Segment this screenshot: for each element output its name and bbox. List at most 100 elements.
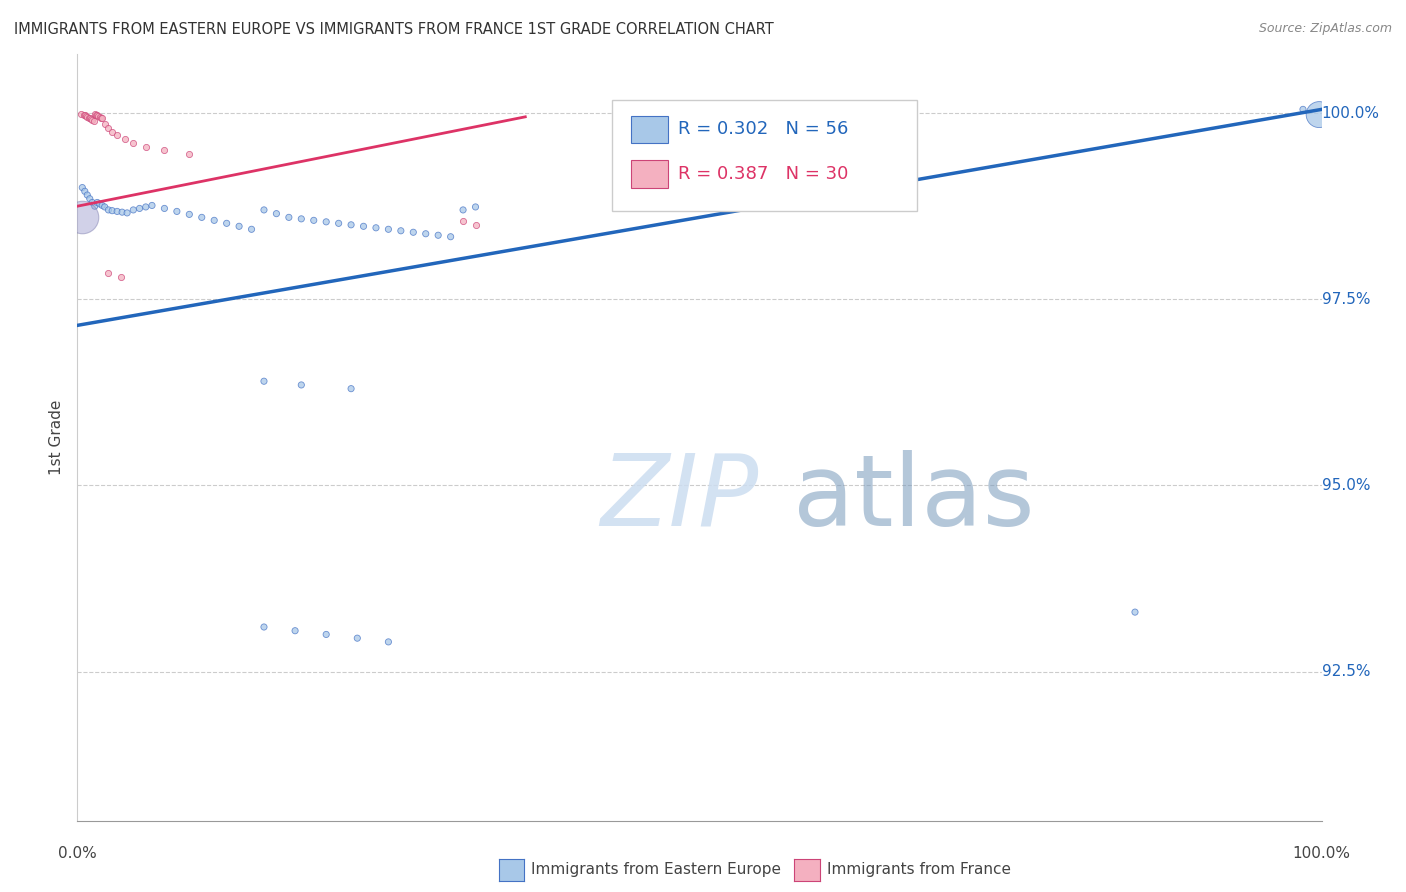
- Point: [415, 227, 437, 241]
- Point: [83, 107, 105, 121]
- Point: [101, 125, 124, 139]
- Point: [72, 180, 94, 194]
- Point: [105, 204, 128, 219]
- Point: [451, 202, 474, 217]
- Point: [97, 202, 120, 217]
- Point: [73, 184, 96, 198]
- Point: [202, 213, 225, 227]
- Point: [84, 107, 107, 121]
- Text: atlas: atlas: [793, 450, 1035, 547]
- Point: [105, 128, 128, 143]
- Point: [86, 108, 108, 122]
- Point: [353, 219, 375, 234]
- Point: [79, 192, 101, 206]
- Point: [389, 224, 412, 238]
- Point: [141, 198, 163, 212]
- Point: [302, 213, 325, 227]
- Text: Source: ZipAtlas.com: Source: ZipAtlas.com: [1258, 22, 1392, 36]
- Point: [253, 202, 276, 217]
- Point: [83, 113, 105, 128]
- Point: [77, 111, 100, 125]
- Point: [115, 206, 138, 220]
- Text: 100.0%: 100.0%: [1292, 846, 1351, 861]
- Point: [79, 112, 101, 126]
- Point: [97, 120, 120, 135]
- Point: [76, 110, 98, 124]
- Point: [75, 109, 97, 123]
- Point: [101, 203, 124, 218]
- Text: 0.0%: 0.0%: [58, 846, 97, 861]
- Point: [266, 207, 288, 221]
- Point: [135, 200, 157, 214]
- Point: [122, 136, 145, 150]
- Point: [82, 112, 104, 127]
- Point: [340, 382, 363, 396]
- Point: [290, 211, 312, 226]
- Text: 95.0%: 95.0%: [1322, 478, 1369, 493]
- Point: [346, 631, 368, 645]
- Point: [215, 216, 238, 230]
- Point: [128, 202, 150, 216]
- Point: [153, 202, 176, 216]
- Point: [82, 195, 104, 210]
- Point: [90, 111, 112, 125]
- Point: [87, 109, 110, 123]
- Point: [315, 215, 337, 229]
- Point: [91, 112, 114, 126]
- Text: R = 0.302   N = 56: R = 0.302 N = 56: [678, 120, 849, 138]
- Text: 92.5%: 92.5%: [1322, 665, 1369, 679]
- Point: [377, 222, 399, 236]
- Y-axis label: 1st Grade: 1st Grade: [49, 400, 65, 475]
- Text: ZIP: ZIP: [600, 450, 758, 547]
- Point: [122, 202, 145, 217]
- Point: [135, 139, 157, 153]
- FancyBboxPatch shape: [613, 100, 917, 211]
- Point: [114, 132, 136, 146]
- Text: IMMIGRANTS FROM EASTERN EUROPE VS IMMIGRANTS FROM FRANCE 1ST GRADE CORRELATION C: IMMIGRANTS FROM EASTERN EUROPE VS IMMIGR…: [14, 22, 773, 37]
- Point: [290, 378, 312, 392]
- Point: [328, 216, 350, 230]
- Point: [191, 211, 214, 225]
- Text: 97.5%: 97.5%: [1322, 292, 1369, 307]
- Point: [153, 144, 176, 158]
- Point: [253, 620, 276, 634]
- Point: [86, 195, 108, 210]
- Point: [464, 218, 486, 232]
- Point: [240, 222, 263, 236]
- Point: [1292, 103, 1315, 117]
- Point: [340, 218, 363, 232]
- Point: [89, 197, 111, 211]
- Point: [72, 211, 94, 225]
- Point: [110, 269, 132, 284]
- Point: [364, 220, 387, 235]
- Point: [72, 107, 94, 121]
- Point: [1123, 605, 1146, 619]
- Point: [89, 110, 111, 124]
- Point: [464, 200, 486, 214]
- Point: [277, 211, 299, 225]
- Point: [80, 112, 103, 126]
- Point: [91, 198, 114, 212]
- Text: 100.0%: 100.0%: [1322, 105, 1379, 120]
- FancyBboxPatch shape: [631, 116, 668, 144]
- Point: [93, 200, 115, 214]
- Point: [1308, 107, 1330, 121]
- Point: [179, 147, 201, 161]
- Point: [70, 107, 93, 121]
- Point: [284, 624, 307, 638]
- FancyBboxPatch shape: [631, 161, 668, 188]
- Point: [427, 228, 450, 243]
- Point: [315, 627, 337, 641]
- Point: [76, 188, 98, 202]
- Point: [83, 199, 105, 213]
- Point: [73, 108, 96, 122]
- Point: [179, 207, 201, 221]
- Point: [402, 225, 425, 239]
- Point: [451, 214, 474, 228]
- Point: [439, 229, 461, 244]
- Text: Immigrants from Eastern Europe: Immigrants from Eastern Europe: [531, 863, 782, 877]
- Point: [93, 117, 115, 131]
- Point: [97, 266, 120, 280]
- Point: [228, 219, 250, 234]
- Point: [111, 205, 134, 219]
